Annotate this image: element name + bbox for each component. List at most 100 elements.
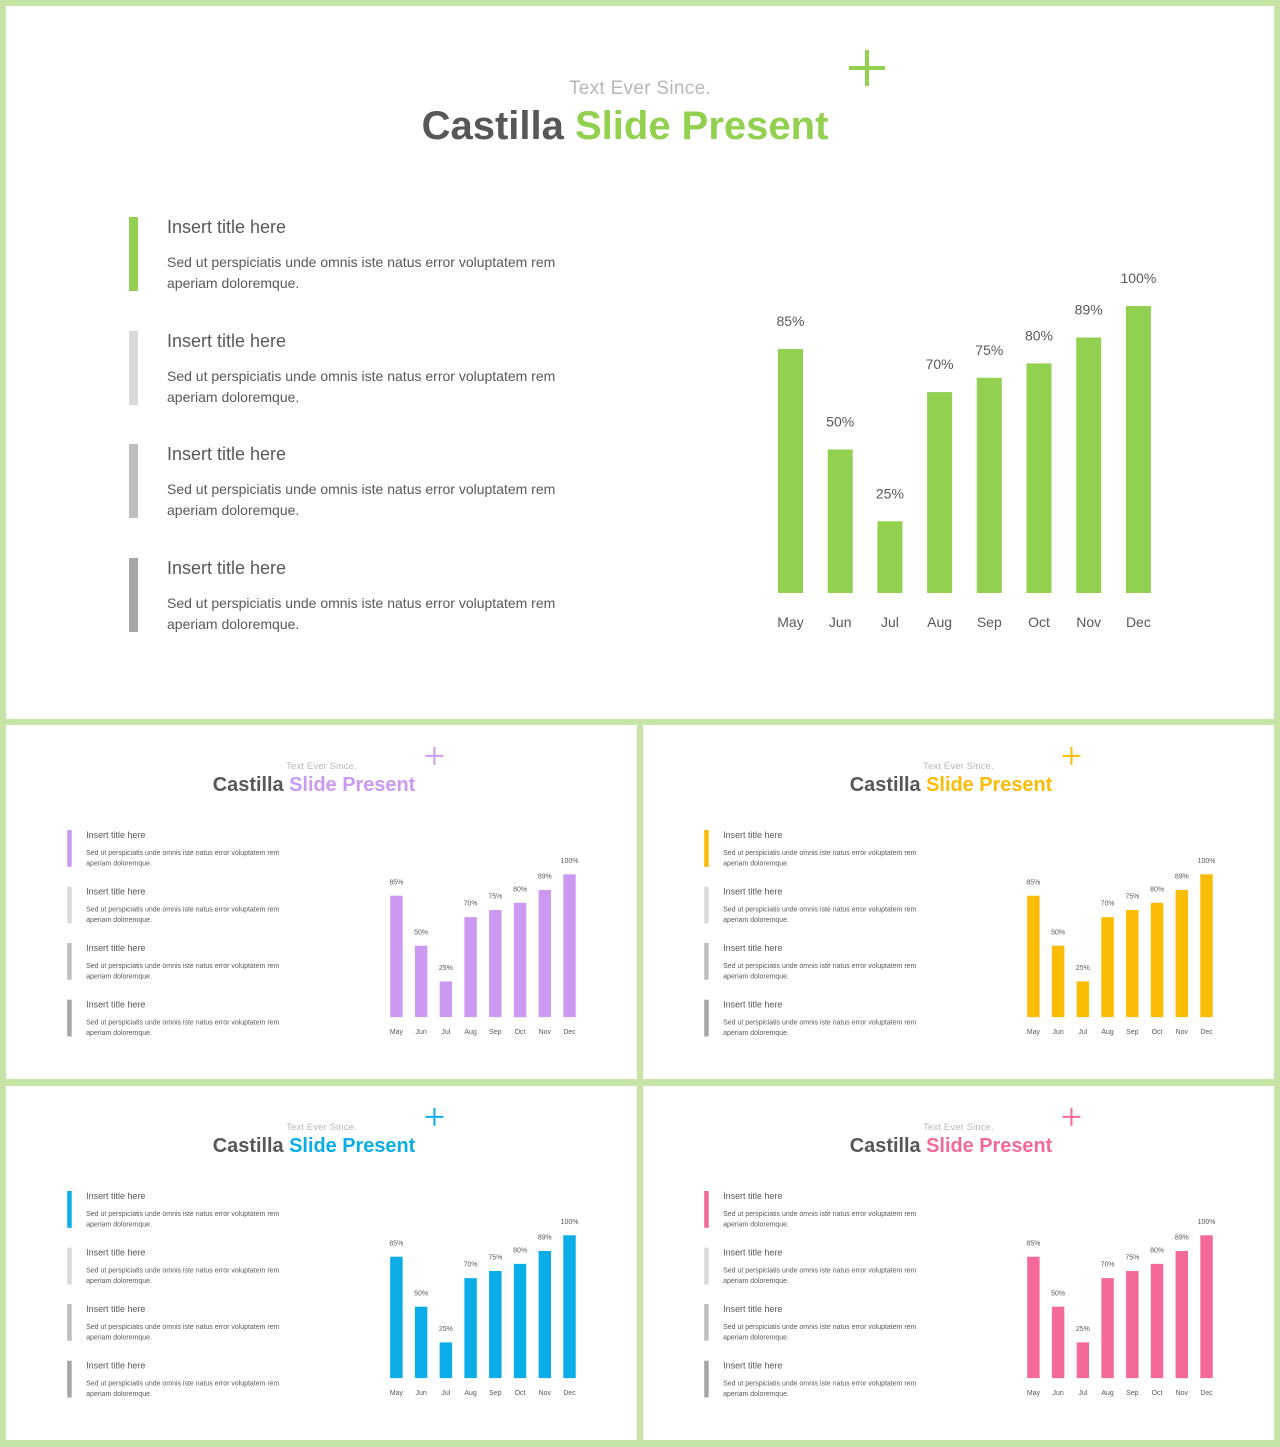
item-body: Sed ut perspiciatis unde omnis iste natu… [723, 1017, 917, 1037]
slide-3: Text Ever Since. Castilla Slide Present … [643, 725, 1274, 1079]
data-label: 25% [439, 965, 453, 972]
x-tick-label: Jul [1078, 1029, 1087, 1036]
bar-jul [1076, 1342, 1090, 1379]
item-accent-bar [67, 830, 72, 867]
slide-title: Castilla Slide Present [643, 774, 1259, 796]
data-label: 70% [1101, 901, 1115, 908]
x-tick-label: Dec [563, 1029, 576, 1036]
slide-4: Text Ever Since. Castilla Slide Present … [6, 1086, 637, 1440]
slide-title: Castilla Slide Present [643, 1135, 1259, 1157]
x-tick-label: Sep [1126, 1029, 1139, 1036]
data-label: 80% [1150, 1247, 1164, 1254]
item-body: Sed ut perspiciatis unde omnis iste natu… [86, 1209, 280, 1228]
bar-sep [489, 909, 502, 1018]
text-item: Insert title here Sed ut perspiciatis und… [129, 330, 589, 411]
data-label: 89% [1175, 874, 1189, 881]
item-title: Insert title here [723, 1191, 783, 1201]
item-accent-bar [67, 1303, 72, 1341]
bar-chart: 85% May 50% Jun 25% Jul 70% Aug 75% Sep 80% Oct 89% N… [776, 270, 1156, 630]
data-label: 70% [464, 1262, 478, 1269]
data-label: 75% [1125, 1255, 1139, 1262]
item-accent-bar [129, 330, 138, 405]
data-label: 100% [561, 858, 579, 865]
slide-subtitle: Text Ever Since. [286, 760, 357, 772]
title-part-dark: Castilla [421, 104, 564, 148]
data-label: 25% [876, 485, 904, 501]
bar-oct [1150, 902, 1164, 1018]
item-title: Insert title here [723, 1360, 783, 1371]
plus-icon [425, 746, 444, 765]
bar-aug [464, 917, 477, 1018]
bar-may [1027, 1256, 1040, 1379]
data-label: 85% [1026, 879, 1040, 886]
x-tick-label: Jul [441, 1390, 450, 1397]
data-label: 50% [1051, 929, 1065, 936]
data-label: 100% [561, 1219, 579, 1226]
item-title: Insert title here [86, 1191, 146, 1201]
item-title: Insert title here [86, 1303, 146, 1314]
plus-icon [849, 50, 885, 86]
x-tick-label: Jul [881, 614, 899, 630]
bar-may [390, 1256, 403, 1379]
x-tick-label: Nov [539, 1390, 552, 1397]
text-item: Insert title here Sed ut perspiciatis und… [704, 886, 933, 926]
data-label: 70% [464, 901, 478, 908]
bar-nov [538, 890, 552, 1018]
title-part-dark: Castilla [212, 1134, 284, 1157]
item-body: Sed ut perspiciatis unde omnis iste natu… [86, 1322, 280, 1341]
title-part-dark: Castilla [849, 773, 921, 796]
item-title: Insert title here [723, 999, 783, 1010]
bar-may [1027, 895, 1040, 1018]
x-tick-label: Aug [1101, 1029, 1114, 1036]
slide-5: Text Ever Since. Castilla Slide Present … [643, 1086, 1274, 1440]
bar-dec [1200, 874, 1213, 1018]
item-body: Sed ut perspiciatis unde omnis iste natu… [167, 594, 556, 632]
text-item: Insert title here Sed ut perspiciatis und… [704, 942, 933, 983]
data-label: 50% [1051, 1290, 1065, 1297]
slide-content: Text Ever Since. Castilla Slide Present … [643, 1086, 1274, 1440]
x-tick-label: Oct [515, 1390, 526, 1397]
bar-may [390, 895, 403, 1018]
bar-aug [1101, 917, 1114, 1018]
data-label: 89% [538, 874, 552, 881]
item-accent-bar [704, 1303, 709, 1341]
item-accent-bar [67, 1247, 72, 1285]
data-label: 25% [1076, 965, 1090, 972]
slide-2: Text Ever Since. Castilla Slide Present … [6, 725, 637, 1079]
title-part-accent: Slide Present [289, 773, 416, 796]
text-item: Insert title here Sed ut perspiciatis und… [67, 886, 296, 926]
item-title: Insert title here [723, 942, 783, 953]
x-tick-label: Jun [1053, 1029, 1064, 1036]
x-tick-label: Jul [441, 1029, 450, 1036]
data-label: 50% [414, 929, 428, 936]
data-label: 89% [1075, 302, 1103, 318]
item-title: Insert title here [86, 999, 146, 1010]
item-body: Sed ut perspiciatis unde omnis iste natu… [723, 1322, 917, 1341]
x-tick-label: Nov [539, 1029, 552, 1036]
item-body: Sed ut perspiciatis unde omnis iste natu… [86, 1265, 280, 1285]
item-title: Insert title here [723, 886, 783, 897]
data-label: 75% [488, 1255, 502, 1262]
slide-content: Text Ever Since. Castilla Slide Present … [643, 725, 1274, 1079]
x-tick-label: Dec [1200, 1390, 1213, 1397]
bar-oct [1026, 363, 1052, 593]
data-label: 89% [1175, 1235, 1189, 1242]
x-tick-label: Sep [1126, 1390, 1139, 1397]
x-tick-label: May [390, 1029, 404, 1036]
x-tick-label: Oct [1152, 1029, 1163, 1036]
x-tick-label: May [390, 1390, 404, 1397]
slide-1: Text Ever Since. Castilla Slide Present … [6, 6, 1274, 719]
text-item: Insert title here Sed ut perspiciatis und… [67, 830, 296, 870]
bar-aug [1101, 1278, 1114, 1379]
bar-dec [563, 874, 576, 1018]
slide-title: Castilla Slide Present [6, 774, 622, 796]
data-label: 85% [389, 879, 403, 886]
item-accent-bar [129, 444, 138, 518]
bar-oct [513, 1263, 527, 1379]
bar-jun [414, 945, 428, 1018]
x-tick-label: Nov [1176, 1029, 1189, 1036]
bar-sep [976, 377, 1002, 593]
text-item: Insert title here Sed ut perspiciatis und… [129, 444, 589, 524]
title-part-dark: Castilla [849, 1134, 921, 1157]
title-part-accent: Slide Present [926, 1134, 1053, 1157]
